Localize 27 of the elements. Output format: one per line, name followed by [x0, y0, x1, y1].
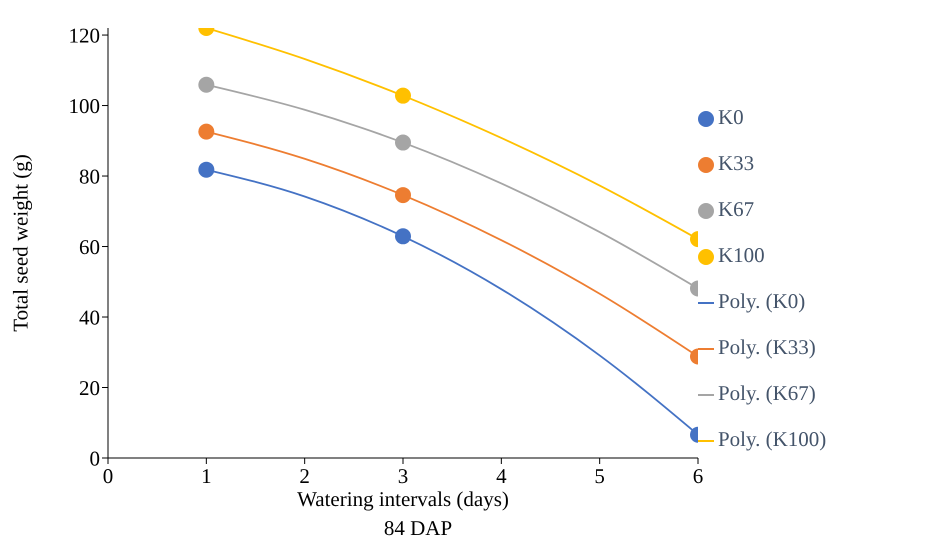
- point: [198, 162, 214, 178]
- legend-label: Poly. (K0): [718, 289, 806, 313]
- legend-label: Poly. (K100): [718, 427, 826, 451]
- x-tick-label: 2: [299, 464, 310, 488]
- x-tick-label: 3: [398, 464, 408, 488]
- y-axis-title: Total seed weight (g): [8, 154, 32, 332]
- y-tick-label: 20: [79, 376, 100, 400]
- legend-label: K0: [718, 105, 744, 129]
- x-axis-title: Watering intervals (days): [297, 487, 509, 511]
- point: [198, 76, 214, 93]
- point: [198, 124, 214, 140]
- x-tick-label: 5: [594, 464, 605, 488]
- legend-label: K33: [718, 151, 754, 175]
- x-tick-label: 1: [201, 464, 212, 488]
- legend-label: Poly. (K33): [718, 335, 816, 359]
- text: 84 DAP: [382, 516, 454, 541]
- y-tick-label: 0: [90, 446, 100, 470]
- legend-label: K67: [718, 197, 754, 221]
- legend-label: K100: [718, 243, 765, 267]
- x-tick-label: 4: [496, 464, 508, 488]
- y-tick-label: 60: [79, 234, 100, 259]
- y-tick-label: 40: [79, 305, 100, 330]
- legend-label: Poly. (K67): [718, 381, 816, 405]
- x-tick-label: 6: [692, 464, 704, 488]
- y-tick-label: 120: [68, 24, 100, 48]
- y-tick-label: 100: [68, 94, 100, 118]
- y-tick-label: 80: [79, 164, 100, 188]
